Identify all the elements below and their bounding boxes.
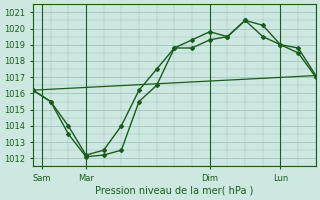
X-axis label: Pression niveau de la mer( hPa ): Pression niveau de la mer( hPa ) — [95, 186, 253, 196]
